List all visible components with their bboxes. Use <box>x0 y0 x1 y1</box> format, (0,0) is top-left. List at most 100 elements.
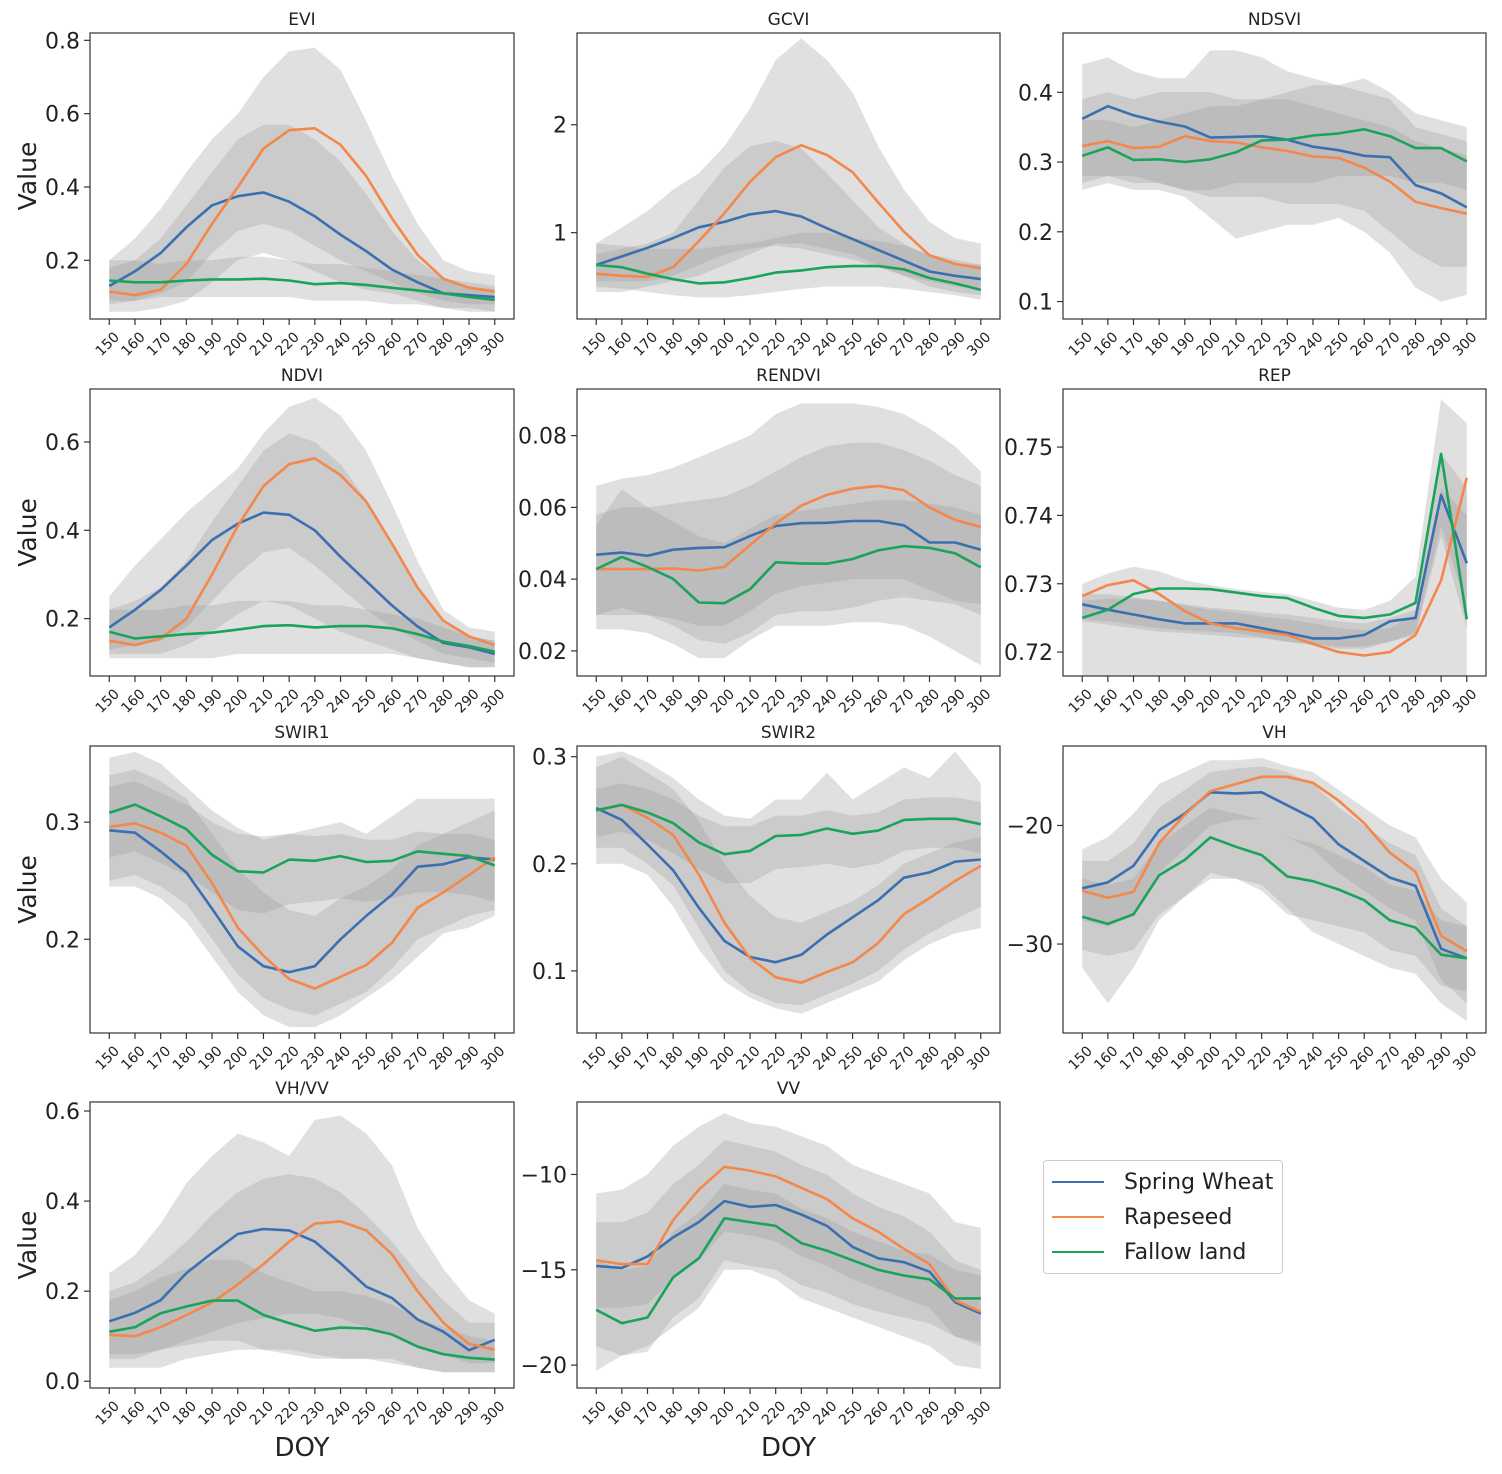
panel-swir2-xtick-label: 230 <box>785 1043 815 1073</box>
panel-vv-xtick-label: 180 <box>657 1398 687 1428</box>
panel-ndvi-xtick-label: 160 <box>118 686 148 716</box>
legend: Spring Wheat Rapeseed Fallow land <box>1043 1160 1283 1274</box>
panel-vh-vv-frame <box>89 1101 515 1389</box>
panel-swir2-ytick-label: 0.3 <box>532 746 567 771</box>
panel-swir1-xtick-label: 270 <box>401 1043 431 1073</box>
panel-swir2-xtick-label: 160 <box>605 1043 635 1073</box>
panel-rep: REP 0.72 0.73 0.74 0.75 150160170180190200210… <box>1004 366 1487 717</box>
panel-swir1-band-1 <box>109 769 495 1016</box>
panel-gcvi-frame <box>576 32 1001 320</box>
legend-item-rapeseed: Rapeseed <box>1052 1202 1232 1232</box>
panel-rendvi-xtick-label: 160 <box>605 686 635 716</box>
panel-ndvi-xtick-label: 180 <box>170 686 200 716</box>
panel-ndsvi-xtick-label: 150 <box>1066 329 1096 359</box>
panel-ndvi-title: NDVI <box>281 366 323 386</box>
panel-evi-xtick-label: 300 <box>478 329 508 359</box>
panel-vv-plot-area <box>595 1113 982 1371</box>
panel-swir2-xtick-label: 260 <box>862 1043 892 1073</box>
panel-vh-vv-plot-area <box>108 1115 496 1373</box>
panel-evi-xtick-label: 240 <box>324 329 354 359</box>
legend-item-spring-wheat: Spring Wheat <box>1052 1167 1273 1197</box>
panel-vh-xtick-label: 240 <box>1296 1043 1326 1073</box>
panel-gcvi-xtick-label: 250 <box>836 329 866 359</box>
panel-swir2-xtick-label: 150 <box>580 1043 610 1073</box>
panel-swir1-title: SWIR1 <box>274 723 329 743</box>
panel-rep-ytick-label: 0.73 <box>1004 573 1053 598</box>
panel-swir2-band-2 <box>596 783 981 884</box>
panel-gcvi-line-spring-wheat <box>595 209 981 281</box>
panel-rep-xtick-label: 300 <box>1450 686 1480 716</box>
panel-vh-xtick-label: 250 <box>1322 1043 1352 1073</box>
panel-vh-line-spring-wheat <box>1081 790 1468 960</box>
panel-rendvi-ytick-label: 0.06 <box>518 496 567 521</box>
panel-evi-xtick-label: 290 <box>452 329 482 359</box>
panel-rendvi-xtick-label: 150 <box>580 686 610 716</box>
panel-rendvi-ytick-label: 0.02 <box>518 640 567 665</box>
panel-ndvi-ytick-label: 0.6 <box>45 431 80 456</box>
panel-rep-xtick-label: 250 <box>1322 686 1352 716</box>
panel-swir2-xtick-label: 200 <box>708 1043 738 1073</box>
panel-gcvi-xtick-label: 240 <box>810 329 840 359</box>
panel-rendvi-title: RENDVI <box>756 366 821 386</box>
panel-rep-xtick-label: 160 <box>1091 686 1121 716</box>
panel-swir1-xtick-label: 240 <box>324 1043 354 1073</box>
panel-rendvi-band-2 <box>596 489 981 644</box>
panel-rep-xtick-label: 290 <box>1425 686 1455 716</box>
panel-gcvi-xtick-label: 180 <box>657 329 687 359</box>
panel-ndvi-xtick-label: 210 <box>247 686 277 716</box>
panel-vh-vv-ytick-label: 0.6 <box>45 1100 80 1125</box>
panel-vh-band-1 <box>1082 766 1467 1004</box>
panel-evi-xtick-label: 220 <box>273 329 303 359</box>
panel-evi-ytick-label: 0.2 <box>45 249 80 274</box>
panel-swir1-xtick-label: 190 <box>195 1043 225 1073</box>
panel-rendvi-xtick-label: 230 <box>785 686 815 716</box>
panel-vh-vv-line-spring-wheat <box>108 1227 496 1352</box>
panel-swir2-xtick-label: 290 <box>939 1043 969 1073</box>
panel-rep-band-2 <box>1082 488 1467 647</box>
legend-swatch-spring-wheat <box>1052 1181 1104 1183</box>
panel-ndsvi-xtick-label: 190 <box>1168 329 1198 359</box>
panel-gcvi-ytick-label: 2 <box>553 114 567 139</box>
panel-swir1-xtick-label: 300 <box>478 1043 508 1073</box>
panel-vh-vv-xtick-label: 220 <box>273 1398 303 1428</box>
panel-evi-xtick-label: 170 <box>144 329 174 359</box>
panel-evi-xtick-label: 190 <box>195 329 225 359</box>
panel-ndsvi-ytick-label: 0.2 <box>1018 221 1053 246</box>
panel-swir2: SWIR2 0.1 0.2 0.3 15016017018019020021022023… <box>532 723 1001 1074</box>
panel-vh-vv-title: VH/VV <box>275 1079 329 1099</box>
panel-ndvi-ytick-label: 0.2 <box>45 608 80 633</box>
panel-ndvi-xtick-label: 150 <box>93 686 123 716</box>
panel-rep-xtick-label: 220 <box>1245 686 1275 716</box>
panel-evi-xtick-label: 200 <box>221 329 251 359</box>
panel-evi-band-1 <box>109 124 495 305</box>
panel-rep-plot-area <box>1081 399 1469 676</box>
panel-ndsvi-xtick-label: 210 <box>1219 329 1249 359</box>
panel-swir1-band-0 <box>109 751 495 1028</box>
panel-evi-band-0 <box>109 47 495 312</box>
panel-vv-ytick-label: −15 <box>521 1259 567 1284</box>
panel-ndsvi-band-0 <box>1082 50 1467 302</box>
panel-swir1-xtick-label: 220 <box>273 1043 303 1073</box>
panel-rep-xtick-label: 230 <box>1271 686 1301 716</box>
panel-ndsvi-xtick-label: 300 <box>1450 329 1480 359</box>
panel-gcvi-plot-area <box>595 38 982 300</box>
panel-vh-vv-xtick-label: 270 <box>401 1398 431 1428</box>
panel-vh-vv-band-2 <box>109 1259 495 1373</box>
panel-swir2-xtick-label: 270 <box>887 1043 917 1073</box>
panel-ndvi-xtick-label: 240 <box>324 686 354 716</box>
panel-ndsvi-xtick-label: 180 <box>1143 329 1173 359</box>
panel-evi: EVI0.20.40.60.81501601701801902002102202… <box>13 10 515 360</box>
panel-ndvi: NDVI 0.2 0.4 0.6 150160170180190200210220230… <box>13 366 515 717</box>
panel-ndvi-xtick-label: 200 <box>221 686 251 716</box>
panel-swir1-band-2 <box>109 781 495 914</box>
panel-vh-ytick-label: −20 <box>1007 814 1053 839</box>
panel-evi-xtick-label: 160 <box>118 329 148 359</box>
panel-swir2-frame <box>576 745 1001 1034</box>
panel-ndsvi: NDSVI 0.1 0.2 0.3 0.4 15016017018019020021022… <box>1018 10 1487 360</box>
legend-swatch-rapeseed <box>1052 1216 1104 1218</box>
panel-rendvi-frame <box>576 388 1001 677</box>
panel-evi-frame <box>89 32 515 320</box>
panel-evi-xtick-label: 280 <box>427 329 457 359</box>
panel-vh-vv-band-1 <box>109 1174 495 1364</box>
panel-ndvi-frame <box>89 388 515 677</box>
